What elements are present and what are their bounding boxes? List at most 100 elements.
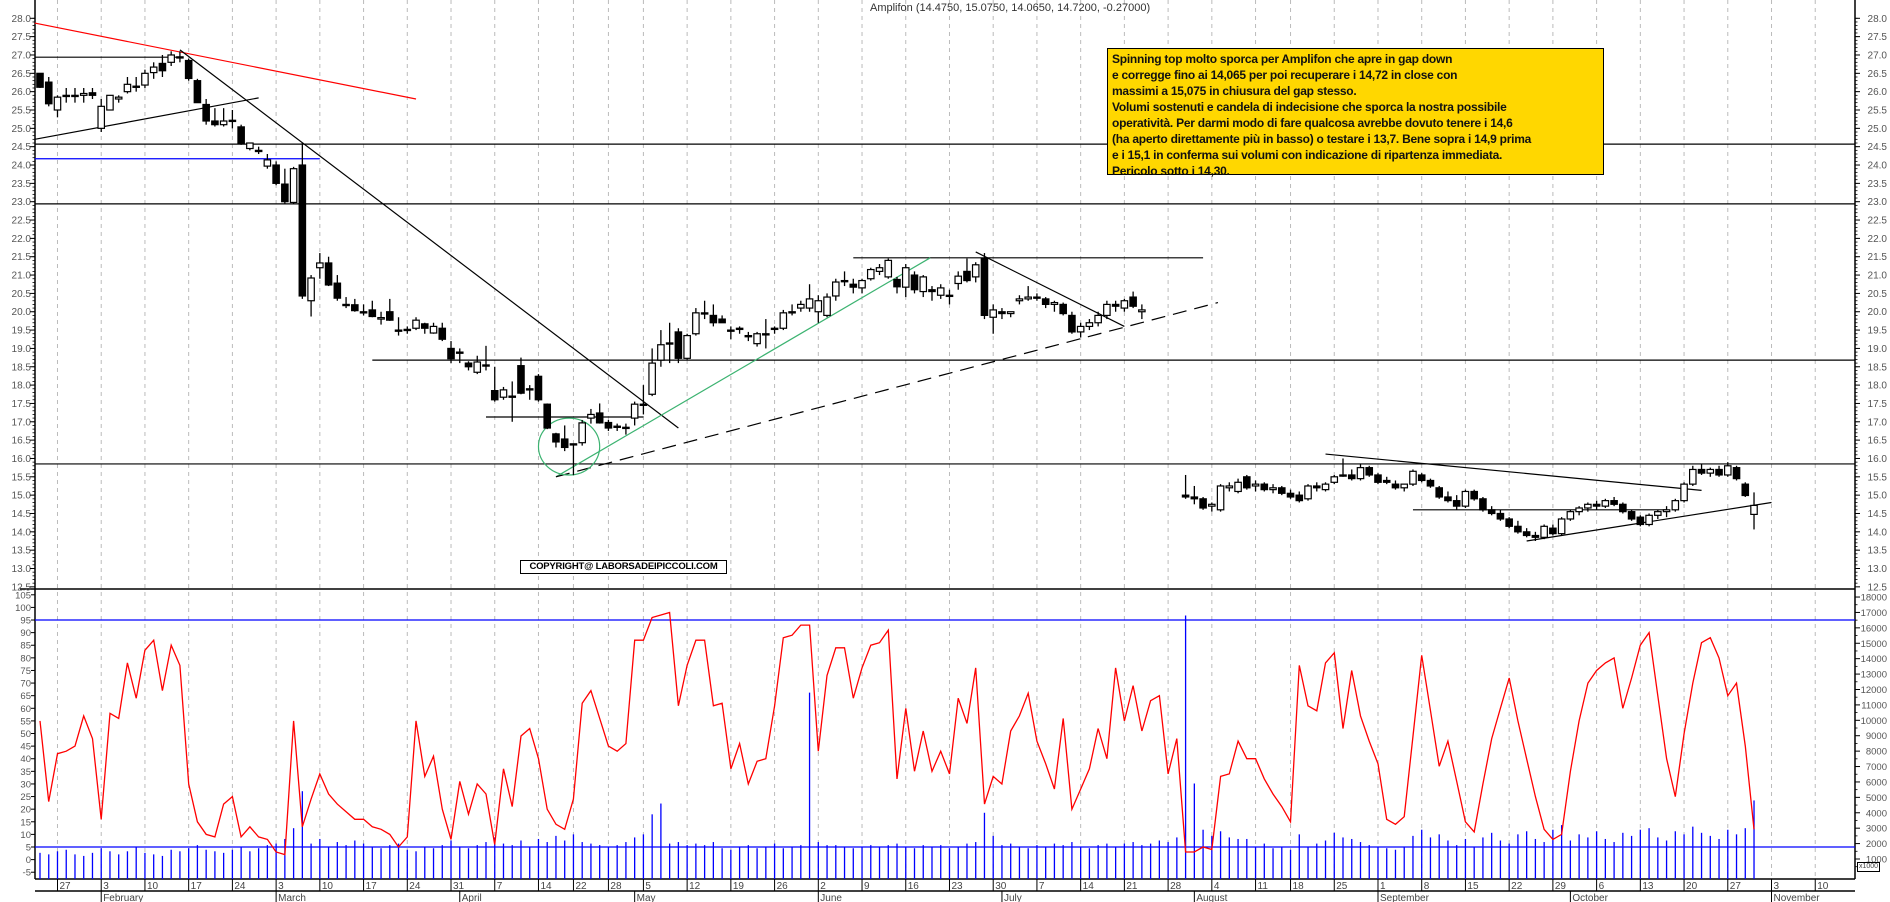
- candle-up: [744, 334, 753, 338]
- candle-down: [272, 164, 280, 184]
- price-label-right: 18.0: [1868, 381, 1888, 392]
- date-label: 24: [234, 881, 246, 892]
- indicator-label: 35: [20, 767, 31, 778]
- chart-title: Amplifon (14.4750, 15.0750, 14.0650, 14.…: [870, 2, 1151, 14]
- candle-down: [237, 126, 245, 144]
- candle-up: [403, 328, 412, 332]
- highlight-circle: [537, 417, 601, 476]
- candle-down: [351, 304, 359, 312]
- candle-up: [176, 56, 184, 59]
- candle-up: [1654, 511, 1662, 516]
- candle-up: [132, 85, 140, 88]
- annotation-line: massimi a 15,075 in chiusura del gap ste…: [1112, 84, 1357, 98]
- date-label: 4: [1214, 881, 1220, 892]
- candle-up: [901, 267, 910, 288]
- month-label: August: [1196, 893, 1227, 902]
- candle-down: [604, 421, 613, 429]
- date-label: 9: [864, 881, 870, 892]
- candle-down: [158, 62, 167, 72]
- indicator-label: 10: [20, 830, 31, 841]
- candle-up: [1540, 525, 1548, 538]
- candle-down: [893, 278, 901, 288]
- candle-up: [167, 54, 175, 63]
- candle-up: [499, 389, 508, 398]
- volume-label: 14000: [1861, 654, 1887, 665]
- candle-down: [1470, 490, 1478, 500]
- candle-up: [1723, 465, 1732, 476]
- indicator-label: 70: [20, 679, 31, 690]
- annotation-line: e i 15,1 in conferma sui volumi con indi…: [1112, 148, 1503, 162]
- candle-up: [254, 149, 263, 153]
- price-label-right: 16.0: [1868, 454, 1888, 465]
- candle-up: [79, 92, 88, 96]
- candle-up: [858, 279, 866, 289]
- candle-up: [525, 388, 534, 391]
- candle-down: [386, 311, 394, 321]
- volume-label: 13000: [1861, 670, 1887, 681]
- candle-up: [263, 159, 272, 167]
- price-label-left: 22.5: [12, 216, 32, 227]
- date-label: 12: [689, 881, 701, 892]
- candle-down: [1435, 487, 1444, 498]
- trendline: [34, 97, 259, 140]
- candle-up: [1251, 483, 1260, 487]
- candle-up: [1557, 518, 1566, 535]
- price-label-right: 24.0: [1868, 161, 1888, 172]
- date-label: 21: [1126, 881, 1138, 892]
- price-label-left: 24.5: [12, 142, 32, 153]
- date-label: 10: [1817, 881, 1829, 892]
- candle-down: [980, 257, 989, 317]
- price-label-left: 15.0: [12, 491, 32, 502]
- candle-down: [1522, 531, 1531, 537]
- price-label-left: 26.0: [12, 87, 32, 98]
- candle-up: [797, 303, 805, 309]
- candle-up: [578, 422, 586, 444]
- chart-frame: [20, 0, 1856, 892]
- candle-down: [184, 59, 193, 80]
- candle-down: [333, 282, 342, 299]
- indicator-label: 40: [20, 754, 31, 765]
- annotation-line: Volumi sostenuti e candela di indecision…: [1112, 100, 1507, 114]
- candle-up: [683, 334, 691, 359]
- candle-up: [1304, 485, 1312, 500]
- candle-down: [1111, 303, 1120, 307]
- price-label-left: 28.0: [12, 14, 32, 25]
- date-label: 3: [278, 881, 284, 892]
- indicator-label: 65: [20, 691, 31, 702]
- date-label: 20: [1686, 881, 1698, 892]
- date-label: 6: [1599, 881, 1605, 892]
- candle-down: [1181, 494, 1190, 498]
- price-label-right: 18.5: [1868, 362, 1888, 373]
- price-label-left: 13.5: [12, 546, 32, 557]
- price-label-left: 21.0: [12, 271, 32, 282]
- candle-down: [464, 362, 473, 368]
- date-label: 27: [59, 881, 71, 892]
- date-label: 16: [908, 881, 920, 892]
- candle-down: [1286, 492, 1295, 498]
- month-label: April: [462, 893, 482, 902]
- trendline: [555, 257, 931, 478]
- candle-up: [805, 298, 814, 309]
- candle-down: [281, 183, 289, 203]
- price-label-right: 23.0: [1868, 197, 1888, 208]
- candle-down: [560, 438, 569, 449]
- indicator-label: 75: [20, 666, 31, 677]
- date-label: 24: [409, 881, 421, 892]
- candle-down: [1452, 500, 1461, 507]
- candle-up: [1103, 303, 1111, 317]
- date-label: 3: [103, 881, 109, 892]
- price-label-right: 20.0: [1868, 307, 1888, 318]
- volume-label: 10000: [1861, 716, 1887, 727]
- date-label: 25: [1336, 881, 1348, 892]
- candle-up: [762, 333, 770, 336]
- price-label-left: 19.0: [12, 344, 32, 355]
- indicator-label: 25: [20, 792, 31, 803]
- price-label-left: 21.5: [12, 252, 32, 263]
- trendline: [34, 22, 417, 100]
- candle-up: [587, 413, 595, 419]
- candle-down: [438, 327, 447, 340]
- candle-up: [1566, 511, 1575, 520]
- candle-down: [552, 433, 560, 443]
- candle-down: [1426, 479, 1435, 487]
- candle-down: [1627, 511, 1636, 520]
